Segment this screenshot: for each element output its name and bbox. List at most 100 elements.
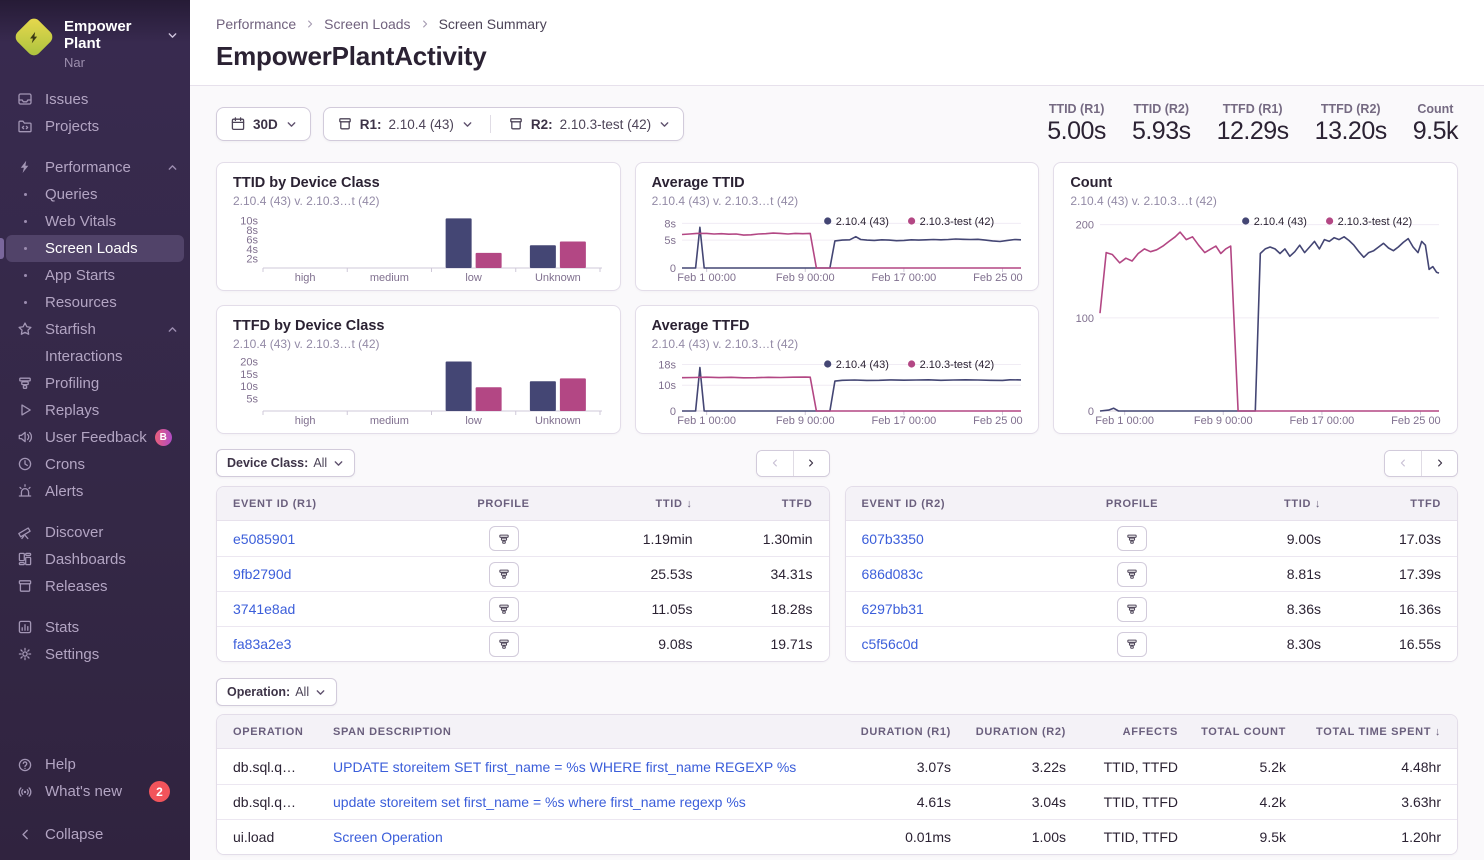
column-header-duration-r1[interactable]: DURATION (R1) — [860, 725, 951, 738]
panel-average-ttfd: Average TTFD 2.10.4 (43) v. 2.10.3…t (42… — [634, 305, 1040, 434]
span-description-link[interactable]: Screen Operation — [333, 829, 443, 845]
collapse-sidebar-button[interactable]: Collapse — [6, 821, 184, 848]
sidebar-item-app-starts[interactable]: App Starts — [6, 262, 184, 289]
ttid-cell: 25.53s — [650, 566, 693, 582]
device-class-label: Device Class: — [227, 456, 309, 470]
column-header-event-id-r1[interactable]: EVENT ID (R1) — [233, 497, 317, 510]
beta-badge: B — [154, 428, 172, 446]
column-header-duration-r2[interactable]: DURATION (R2) — [975, 725, 1066, 738]
sidebar-item-settings[interactable]: Settings — [6, 641, 184, 668]
event-id-link[interactable]: 3741e8ad — [233, 601, 296, 617]
event-id-link[interactable]: e5085901 — [233, 530, 296, 547]
svg-text:medium: medium — [370, 415, 409, 427]
column-header-event-id-r2[interactable]: EVENT ID (R2) — [861, 497, 946, 510]
previous-page-button[interactable] — [1385, 450, 1421, 476]
r1-table-pager — [755, 449, 830, 477]
column-header-profile[interactable]: PROFILE — [1105, 497, 1159, 510]
sidebar-item-what-s-new[interactable]: What's new 2 — [6, 778, 184, 805]
date-range-button[interactable]: 30D — [216, 107, 311, 141]
profile-button[interactable] — [1117, 561, 1147, 587]
sidebar-item-queries[interactable]: Queries — [6, 181, 184, 208]
next-page-button[interactable] — [792, 450, 829, 476]
release-r2-selector[interactable]: R2: 2.10.3-test (42) — [508, 116, 670, 132]
sidebar-item-profiling[interactable]: Profiling — [6, 370, 184, 397]
help-icon — [16, 757, 34, 773]
breadcrumb-screen-loads[interactable]: Screen Loads — [324, 16, 411, 32]
column-header-profile[interactable]: PROFILE — [477, 497, 530, 510]
sidebar-item-stats[interactable]: Stats — [6, 614, 184, 641]
breadcrumb-performance[interactable]: Performance — [216, 16, 297, 32]
sidebar-item-screen-loads[interactable]: Screen Loads — [0, 234, 184, 262]
org-switcher[interactable]: Empower Plant Nar — [0, 0, 190, 82]
summary-metrics: TTID (R1) 5.00s TTID (R2) 5.93s TTFD (R1) 12.… — [1047, 102, 1458, 146]
column-header-total-time-spent[interactable]: TOTAL TIME SPENT ↓ — [1316, 725, 1441, 738]
event-id-link[interactable]: c5f56c0d — [861, 636, 919, 652]
sidebar-item-help[interactable]: Help — [6, 751, 184, 778]
sidebar-item-starfish[interactable]: Starfish — [6, 316, 184, 343]
svg-text:Unknown: Unknown — [535, 415, 581, 427]
affects-cell: TTID, TTFD — [1082, 759, 1194, 775]
sidebar-item-projects[interactable]: Projects — [6, 113, 184, 140]
operation-cell: db.sql.query — [233, 794, 310, 810]
span-description-link[interactable]: UPDATE storeitem SET first_name = %s WHE… — [333, 758, 797, 775]
event-id-link[interactable]: 686d083c — [861, 566, 924, 582]
series-2-10-3-test-42 — [681, 376, 1021, 412]
profile-button[interactable] — [1117, 631, 1147, 657]
span-description-link[interactable]: update storeitem set first_name = %s whe… — [333, 794, 746, 810]
panel-ttfd-by-device-class: TTFD by Device Class 2.10.4 (43) v. 2.10… — [216, 305, 621, 434]
event-id-link[interactable]: 9fb2790d — [233, 566, 292, 582]
sidebar-item-replays[interactable]: Replays — [6, 397, 184, 424]
event-id-link[interactable]: 6297bb31 — [861, 601, 924, 617]
ttfd-cell: 1.30min — [762, 530, 813, 547]
r2-value: 2.10.3-test (42) — [559, 116, 652, 132]
profile-button[interactable] — [488, 526, 519, 551]
play-icon — [16, 402, 34, 418]
charts-grid: TTID by Device Class 2.10.4 (43) v. 2.10… — [216, 162, 1458, 434]
column-header-span-description[interactable]: SPAN DESCRIPTION — [333, 725, 452, 738]
event-id-link[interactable]: fa83a2e3 — [233, 636, 292, 652]
next-page-button[interactable] — [1421, 450, 1457, 476]
sidebar-item-resources[interactable]: Resources — [6, 289, 184, 316]
sidebar-item-discover[interactable]: Discover — [6, 519, 184, 546]
column-header-ttfd[interactable]: TTFD — [1410, 497, 1441, 510]
sidebar-item-dashboards[interactable]: Dashboards — [6, 546, 184, 573]
column-header-operation[interactable]: OPERATION — [233, 725, 304, 738]
column-header-ttid[interactable]: TTID ↓ — [1284, 497, 1321, 510]
release-r1-selector[interactable]: R1: 2.10.4 (43) — [337, 116, 473, 132]
sidebar-item-crons[interactable]: Crons — [6, 451, 184, 478]
sidebar-item-user-feedback[interactable]: User Feedback B — [6, 424, 184, 451]
column-header-ttid[interactable]: TTID ↓ — [655, 497, 693, 510]
sidebar-item-releases[interactable]: Releases — [6, 573, 184, 600]
operation-filter[interactable]: Operation: All — [216, 678, 338, 706]
event-id-cell: 9fb2790d — [217, 566, 449, 582]
column-header-affects[interactable]: AFFECTS — [1122, 725, 1178, 738]
span-description-cell: Screen Operation — [317, 829, 852, 845]
sidebar-item-issues[interactable]: Issues — [6, 86, 184, 113]
ttfd-by-device-class-chart: 5s 10s 15s 20s high medium low Unknown — [233, 353, 604, 427]
previous-page-button[interactable] — [756, 450, 793, 476]
dashboards-icon — [16, 551, 34, 567]
sidebar-item-performance[interactable]: Performance — [6, 154, 184, 181]
profile-button[interactable] — [1117, 526, 1147, 551]
svg-text:8s: 8s — [246, 225, 258, 237]
sidebar-item-interactions[interactable]: Interactions — [6, 343, 184, 370]
profile-button[interactable] — [488, 561, 519, 587]
device-class-filter[interactable]: Device Class: All — [216, 449, 356, 477]
svg-text:15s: 15s — [240, 369, 258, 381]
chart-subtitle: 2.10.4 (43) v. 2.10.3…t (42) — [651, 194, 799, 208]
operation-cell: db.sql.query — [233, 758, 310, 775]
sidebar-item-web-vitals[interactable]: Web Vitals — [6, 208, 184, 235]
chart-title: Count — [1070, 175, 1113, 191]
ttfd-cell: 16.36s — [1398, 601, 1441, 617]
event-id-link[interactable]: 607b3350 — [861, 530, 924, 547]
profiling-icon — [16, 375, 34, 391]
sidebar-item-alerts[interactable]: Alerts — [6, 478, 184, 505]
profile-button[interactable] — [488, 631, 519, 657]
column-header-ttfd[interactable]: TTFD — [781, 497, 813, 510]
affects-value: TTID, TTFD — [1103, 829, 1178, 845]
profile-button[interactable] — [1117, 596, 1147, 622]
column-header-total-count[interactable]: TOTAL COUNT — [1201, 725, 1286, 738]
operation-label: Operation: — [227, 685, 291, 699]
duration-r1-cell: 0.01ms — [905, 829, 951, 845]
profile-button[interactable] — [488, 596, 519, 622]
